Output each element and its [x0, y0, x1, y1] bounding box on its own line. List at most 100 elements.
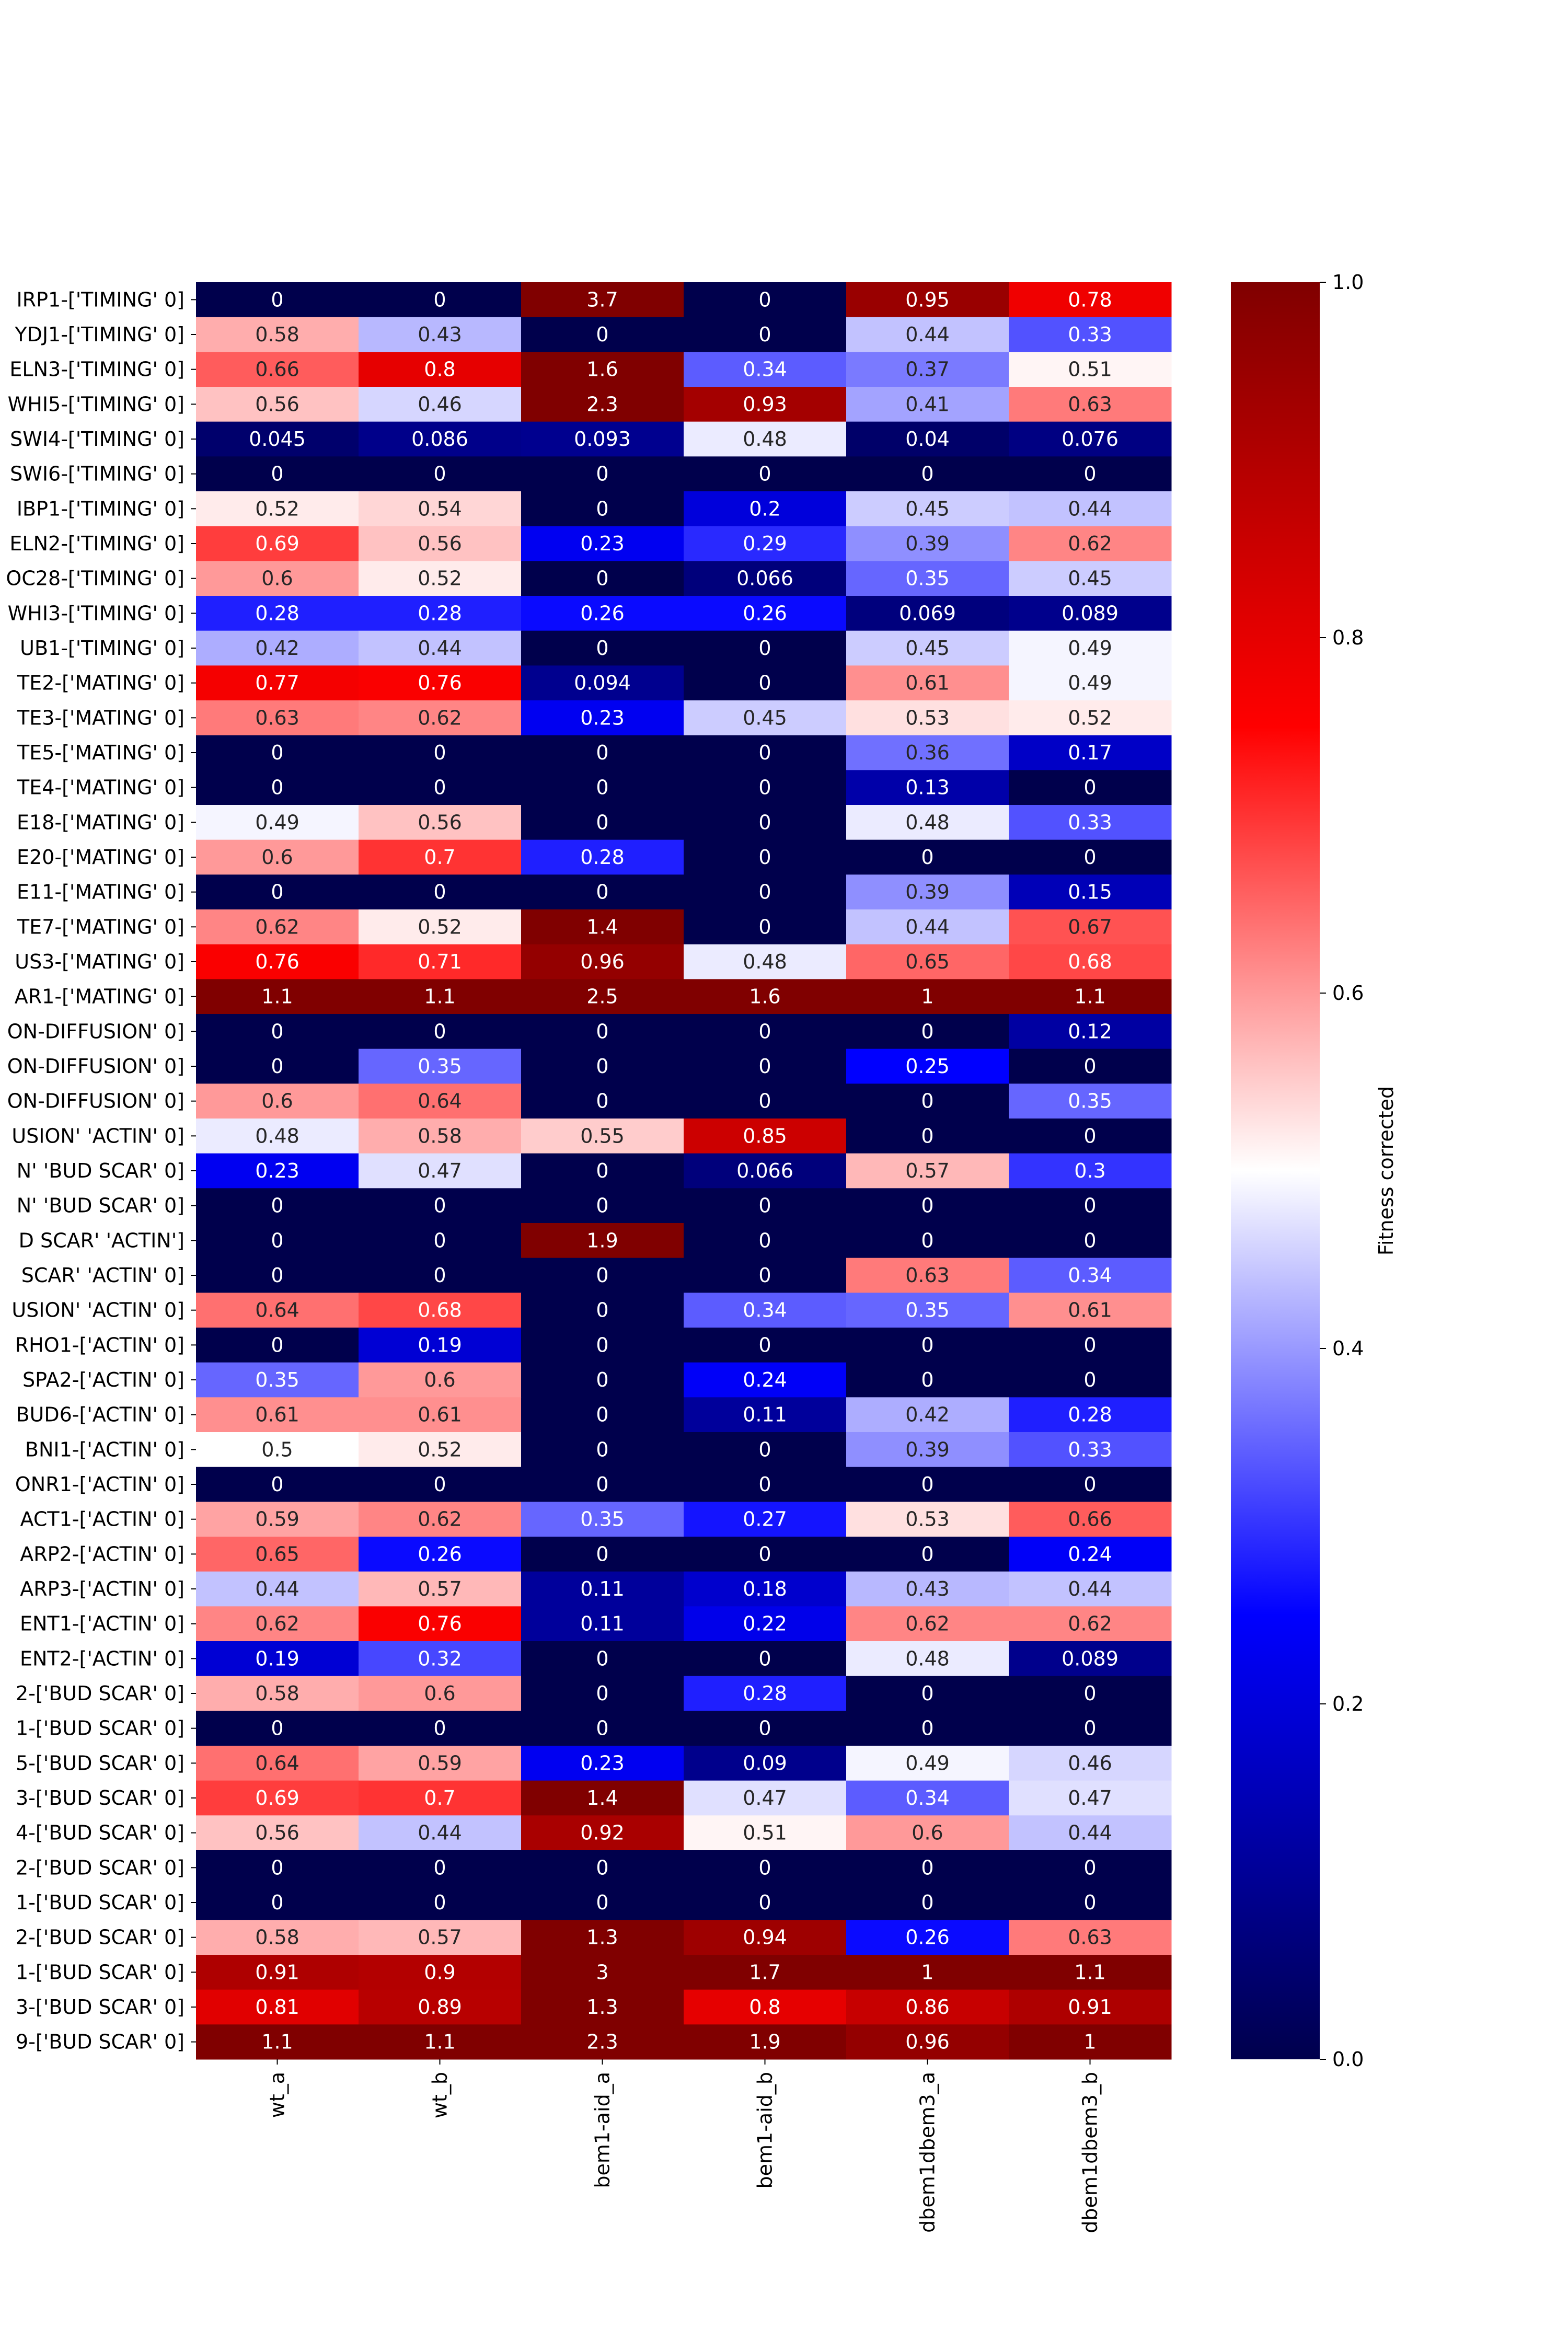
cell-value-label: 0.53 — [905, 1508, 950, 1531]
cell-value-label: 0.23 — [580, 532, 625, 555]
row-label: UB1-['TIMING' 0] — [20, 637, 185, 660]
heatmap-cell — [196, 1223, 359, 1259]
cell-value-label: 0 — [433, 1020, 446, 1043]
heatmap-cell — [196, 700, 359, 736]
colorbar-tick-label: 0.0 — [1332, 2048, 1364, 2071]
cell-value-label: 0 — [596, 463, 608, 486]
heatmap-cell — [196, 1014, 359, 1050]
heatmap-cell — [521, 1223, 684, 1259]
cell-value-label: 0 — [1083, 1368, 1096, 1391]
heatmap-cell — [1009, 1606, 1172, 1642]
heatmap-cell — [684, 491, 847, 527]
cell-value-label: 0 — [596, 1194, 608, 1217]
cell-value-label: 0 — [596, 881, 608, 904]
cell-value-label: 0.27 — [743, 1508, 787, 1531]
heatmap-cell — [1009, 1850, 1172, 1886]
row-label: 3-['BUD SCAR' 0] — [16, 1996, 185, 2019]
cell-value-label: 0.65 — [905, 950, 950, 973]
heatmap-cell — [359, 1920, 522, 1955]
cell-value-label: 0.18 — [743, 1577, 787, 1600]
cell-value-label: 0.62 — [905, 1612, 950, 1635]
row-label: TE2-['MATING' 0] — [17, 672, 185, 695]
row-label: USION' 'ACTIN' 0] — [11, 1124, 185, 1147]
cell-value-label: 0 — [758, 846, 771, 869]
column-label: bem1-aid_b — [754, 2072, 777, 2189]
heatmap-cell — [684, 1955, 847, 1990]
cell-value-label: 0.56 — [418, 532, 462, 555]
colorbar-label: Fitness corrected — [1375, 1086, 1398, 1255]
cell-value-label: 0 — [758, 1020, 771, 1043]
cell-value-label: 0.23 — [255, 1159, 299, 1182]
heatmap-cell — [521, 1432, 684, 1468]
cell-value-label: 0.23 — [580, 706, 625, 729]
cell-value-label: 0.89 — [418, 1996, 462, 2019]
heatmap-cell — [196, 1920, 359, 1955]
row-label: SCAR' 'ACTIN' 0] — [21, 1264, 185, 1287]
cell-value-label: 0.58 — [418, 1124, 462, 1147]
heatmap-row-labels: IRP1-['TIMING' 0] YDJ1-['TIMING' 0] ELN3-[… — [6, 288, 196, 2054]
heatmap-cell — [196, 1502, 359, 1537]
heatmap-cell — [196, 1362, 359, 1398]
cell-value-label: 0 — [1083, 1891, 1096, 1914]
heatmap-cell — [196, 630, 359, 666]
cell-value-label: 0.045 — [249, 428, 306, 451]
heatmap-cell — [196, 421, 359, 457]
cell-value-label: 0 — [596, 1891, 608, 1914]
cell-value-label: 0.55 — [580, 1124, 625, 1147]
row-label: 1-['BUD SCAR' 0] — [16, 1717, 185, 1740]
cell-value-label: 0.093 — [574, 428, 631, 451]
cell-value-label: 0 — [1083, 1333, 1096, 1356]
cell-value-label: 0 — [596, 567, 608, 590]
cell-value-label: 0 — [271, 1055, 283, 1078]
row-label: ARP3-['ACTIN' 0] — [20, 1577, 185, 1600]
heatmap-cell — [196, 944, 359, 979]
cell-value-label: 0 — [758, 1194, 771, 1217]
cell-value-label: 0 — [596, 1159, 608, 1182]
cell-value-label: 0.52 — [1068, 706, 1112, 729]
cell-value-label: 0 — [921, 1229, 933, 1252]
cell-value-label: 0 — [921, 1682, 933, 1705]
cell-value-label: 0.47 — [743, 1786, 787, 1809]
heatmap-cell — [846, 1989, 1009, 2025]
cell-value-label: 0.62 — [418, 706, 462, 729]
cell-value-label: 0.47 — [1068, 1786, 1112, 1809]
heatmap-cell — [521, 1467, 684, 1502]
cell-value-label: 0.62 — [1068, 1612, 1112, 1635]
cell-value-label: 0.68 — [1068, 950, 1112, 973]
heatmap-cell — [684, 1258, 847, 1293]
heatmap-cell — [846, 630, 1009, 666]
row-label: YDJ1-['TIMING' 0] — [14, 323, 185, 346]
heatmap-cell — [359, 1989, 522, 2025]
heatmap-cell — [1009, 944, 1172, 979]
cell-value-label: 0 — [596, 776, 608, 799]
heatmap-cell — [846, 770, 1009, 805]
heatmap-cell — [359, 1362, 522, 1398]
heatmap-cell — [196, 735, 359, 770]
heatmap-cell — [684, 1571, 847, 1607]
heatmap-cell — [359, 700, 522, 736]
cell-value-label: 0.52 — [418, 915, 462, 938]
cell-value-label: 0.59 — [418, 1751, 462, 1774]
heatmap-cell — [846, 387, 1009, 422]
cell-value-label: 0 — [921, 1368, 933, 1391]
heatmap-cell — [1009, 1989, 1172, 2025]
cell-value-label: 0.44 — [1068, 1577, 1112, 1600]
heatmap-cell — [359, 2024, 522, 2060]
heatmap-cell — [684, 1711, 847, 1746]
cell-value-label: 0.17 — [1068, 741, 1112, 764]
cell-value-label: 0.77 — [255, 672, 299, 695]
heatmap-cell — [521, 1780, 684, 1816]
cell-value-label: 0 — [433, 1891, 446, 1914]
cell-value-label: 0.35 — [418, 1055, 462, 1078]
cell-value-label: 0 — [433, 1264, 446, 1287]
heatmap-cell — [846, 979, 1009, 1014]
heatmap-cell — [196, 665, 359, 701]
cell-value-label: 1.1 — [1074, 1961, 1105, 1984]
heatmap-cell — [684, 770, 847, 805]
cell-value-label: 0 — [433, 1473, 446, 1496]
heatmap-cell — [521, 1188, 684, 1224]
column-label: dbem1dbem3_b — [1079, 2072, 1102, 2233]
heatmap-cell — [1009, 770, 1172, 805]
heatmap-cell — [359, 979, 522, 1014]
heatmap-cell — [1009, 317, 1172, 352]
